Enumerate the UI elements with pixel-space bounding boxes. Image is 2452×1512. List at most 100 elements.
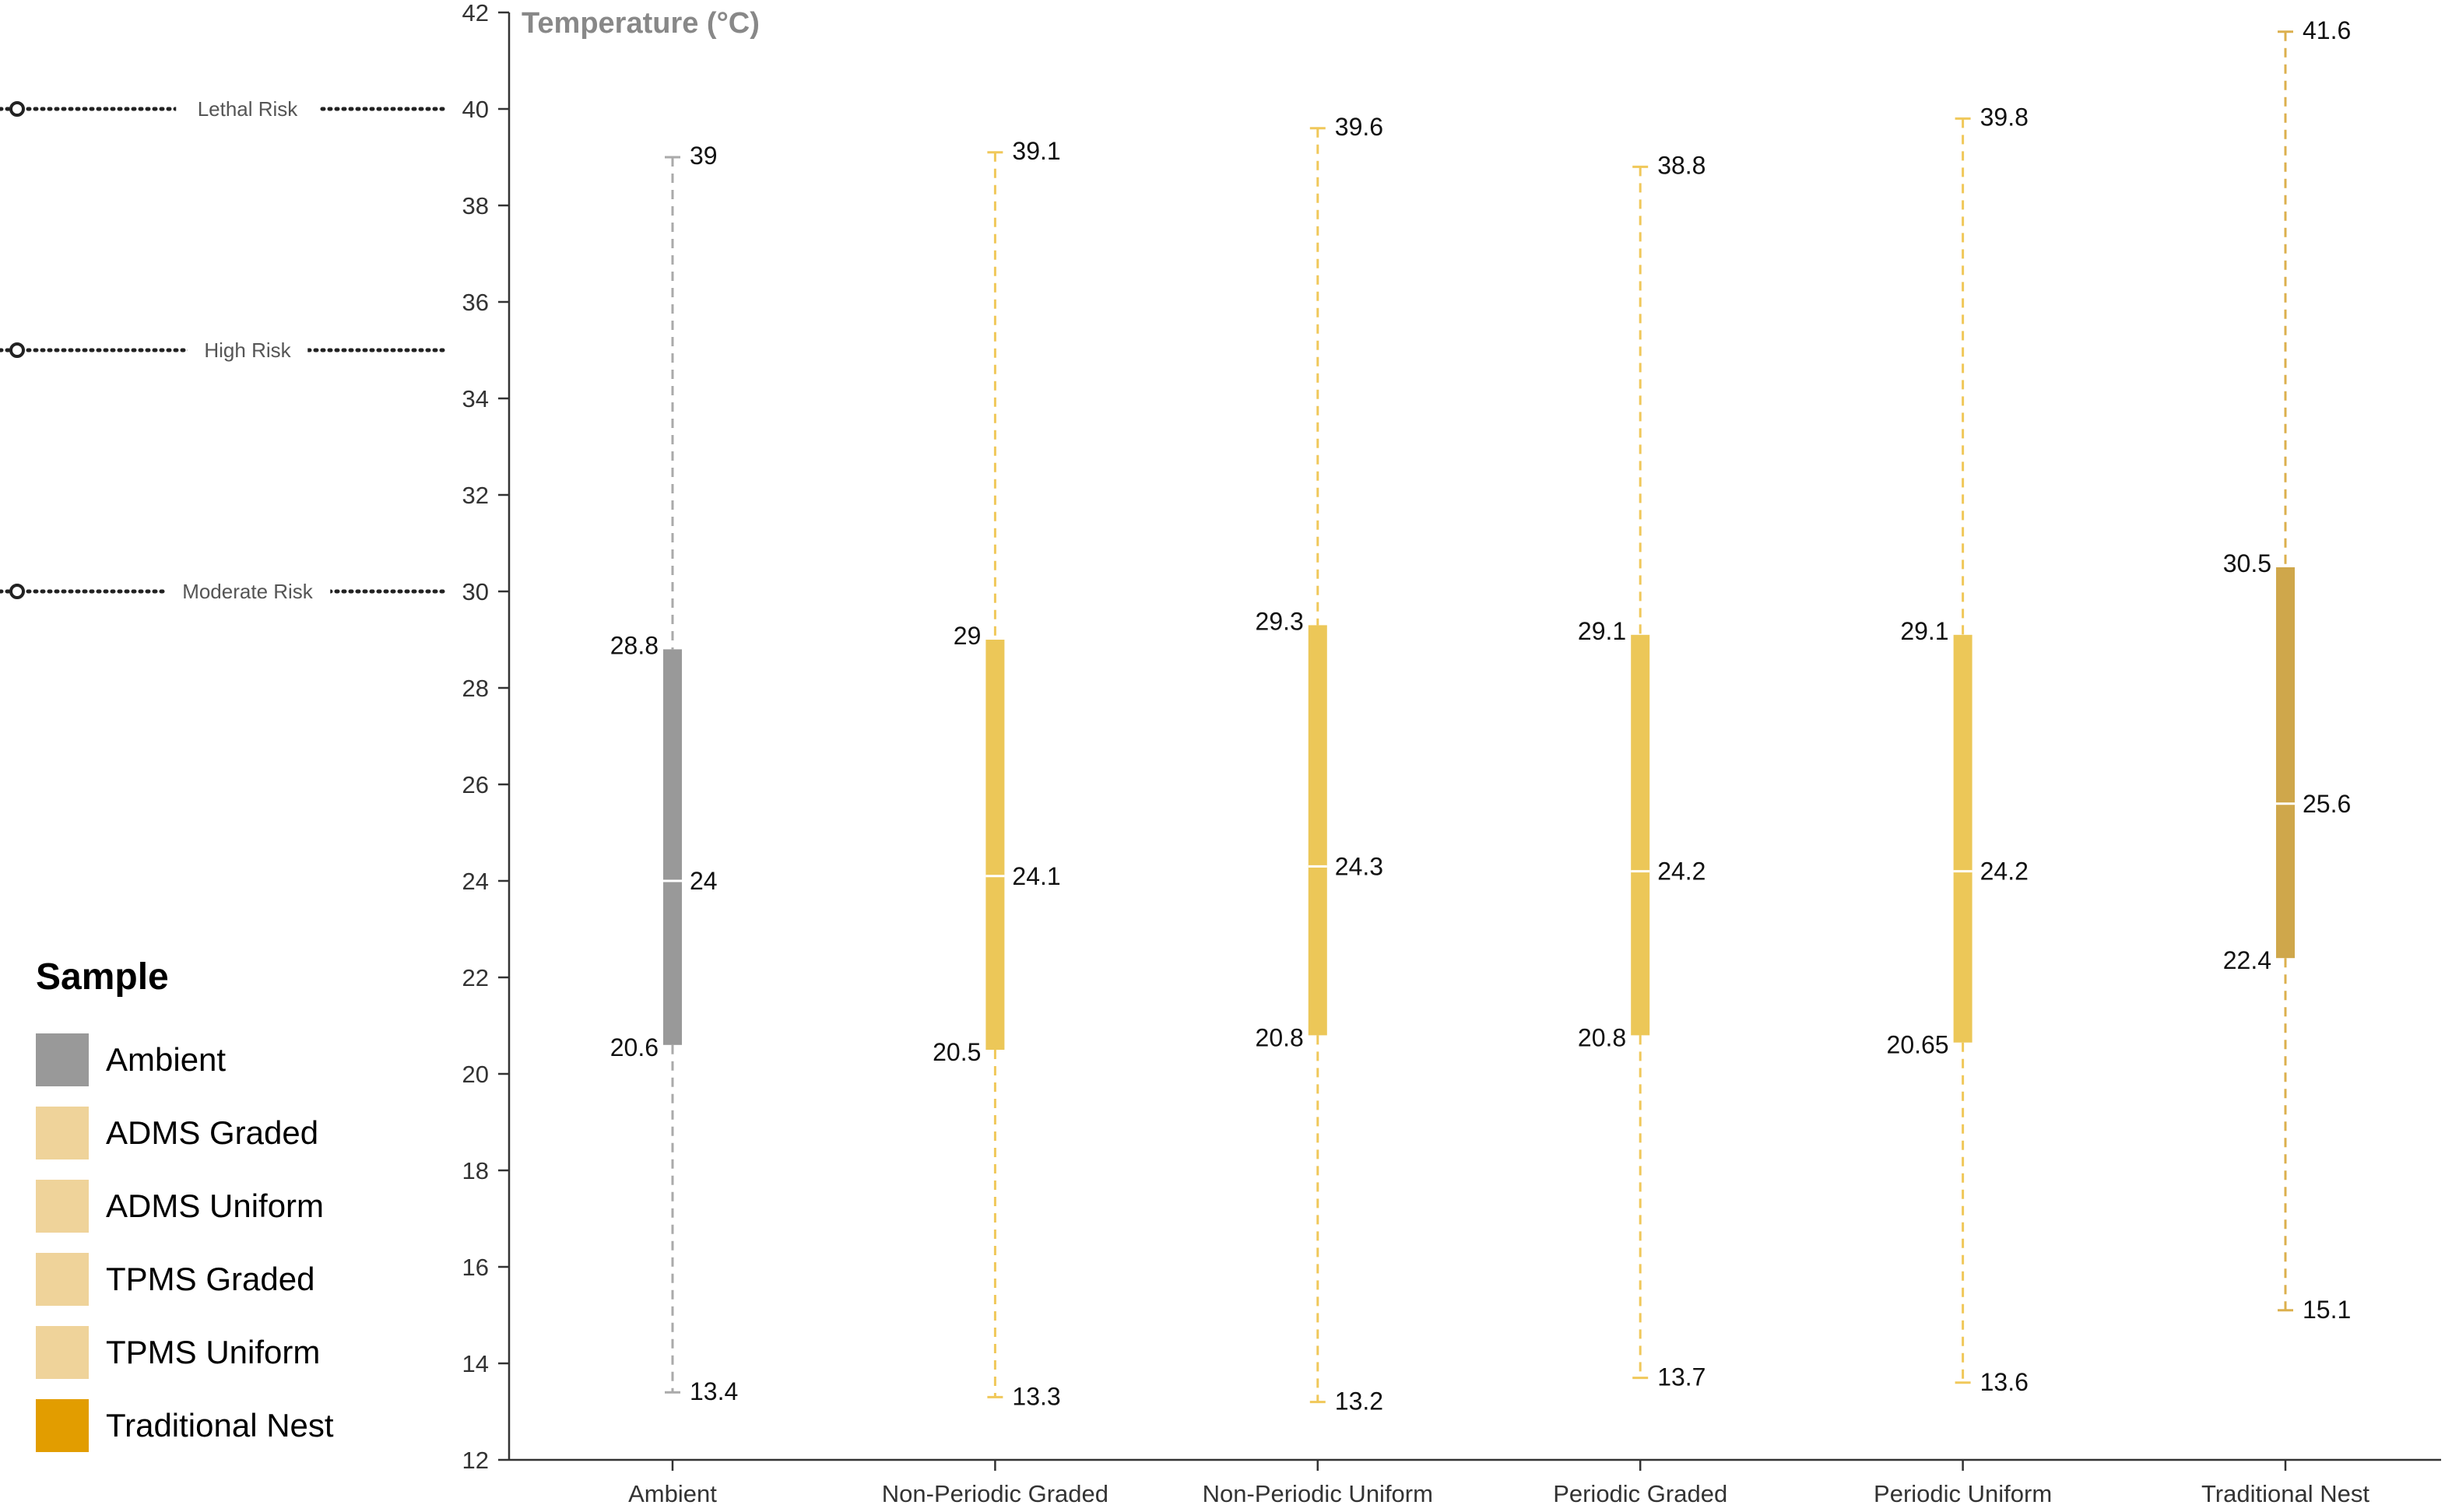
y-tick-label: 24 <box>462 868 489 895</box>
legend-items: Ambient ADMS Graded ADMS Uniform TPMS Grade… <box>36 1023 334 1462</box>
q3-label: 29.3 <box>1256 607 1304 635</box>
reference-label: Lethal Risk <box>198 97 299 121</box>
x-tick-label: Non-Periodic Uniform <box>1203 1480 1433 1507</box>
box-non-periodic-uniform: 39.6 24.3 13.2 29.3 20.8 <box>1256 113 1384 1416</box>
max-label: 41.6 <box>2303 16 2351 44</box>
max-label: 39 <box>690 142 718 170</box>
legend-swatch <box>36 1326 89 1379</box>
q1-label: 20.8 <box>1578 1023 1626 1051</box>
y-tick-label: 12 <box>462 1447 489 1474</box>
legend-label: ADMS Uniform <box>106 1187 325 1224</box>
max-label: 39.6 <box>1335 113 1383 141</box>
axis-layer: 12 14 16 18 20 22 24 26 28 30 32 34 36 38 40 42 Ambient N… <box>462 0 2441 1507</box>
median-label: 24.1 <box>1012 862 1060 890</box>
median-label: 24.3 <box>1335 852 1383 880</box>
q3-label: 29 <box>954 622 982 650</box>
max-label: 38.8 <box>1657 151 1706 179</box>
x-tick-label: Ambient <box>628 1480 717 1507</box>
q3-label: 30.5 <box>2223 549 2271 577</box>
min-label: 13.3 <box>1012 1382 1060 1410</box>
legend-item: Ambient <box>36 1023 334 1096</box>
min-label: 15.1 <box>2303 1296 2351 1324</box>
y-tick-label: 16 <box>462 1254 489 1281</box>
legend-swatch <box>36 1399 89 1452</box>
y-tick-label: 28 <box>462 675 489 702</box>
y-tick-label: 26 <box>462 771 489 798</box>
box-non-periodic-graded: 39.1 24.1 13.3 29 20.5 <box>933 137 1061 1411</box>
q1-label: 20.8 <box>1256 1023 1304 1051</box>
legend-item: ADMS Uniform <box>36 1170 334 1243</box>
box-body <box>1308 625 1327 1036</box>
reference-label: High Risk <box>204 339 291 362</box>
y-tick-label: 30 <box>462 578 489 605</box>
q1-label: 22.4 <box>2223 946 2271 974</box>
box-ambient: 39 24 13.4 28.8 20.6 <box>610 142 739 1405</box>
y-tick-label: 42 <box>462 0 489 26</box>
y-tick-label: 34 <box>462 385 489 412</box>
legend-item: TPMS Uniform <box>36 1316 334 1389</box>
x-tick-label: Periodic Graded <box>1553 1480 1727 1507</box>
q1-label: 20.5 <box>933 1038 981 1066</box>
y-tick-label: 38 <box>462 192 489 219</box>
legend-label: Traditional Nest <box>106 1407 334 1444</box>
boxes: 39 24 13.4 28.8 20.6 39.1 24.1 13.3 29 20.5 39.6 24… <box>610 16 2352 1416</box>
q1-label: 20.65 <box>1887 1031 1949 1059</box>
legend-swatch <box>36 1180 89 1233</box>
legend-swatch <box>36 1107 89 1159</box>
box-body <box>1631 634 1650 1036</box>
q1-label: 20.6 <box>610 1033 659 1061</box>
y-tick-label: 20 <box>462 1061 489 1088</box>
max-label: 39.8 <box>1980 103 2029 131</box>
y-tick-label: 40 <box>462 96 489 123</box>
x-tick-label: Traditional Nest <box>2201 1480 2369 1507</box>
q3-label: 29.1 <box>1900 617 1948 645</box>
y-tick-label: 32 <box>462 482 489 509</box>
reference-label-bg <box>176 95 319 123</box>
reference-marker <box>9 101 25 117</box>
box-body <box>1953 634 1972 1043</box>
legend-swatch <box>36 1253 89 1306</box>
min-label: 13.6 <box>1980 1368 2029 1396</box>
box-traditional-nest: 41.6 25.6 15.1 30.5 22.4 <box>2223 16 2352 1324</box>
min-label: 13.4 <box>690 1377 738 1405</box>
legend-item: ADMS Graded <box>36 1096 334 1170</box>
reference-marker <box>9 584 25 599</box>
legend-swatch <box>36 1033 89 1086</box>
median-label: 25.6 <box>2303 790 2351 818</box>
max-label: 39.1 <box>1012 137 1060 165</box>
legend-label: TPMS Graded <box>106 1261 315 1297</box>
y-tick-label: 14 <box>462 1350 489 1377</box>
median-label: 24.2 <box>1980 858 2029 886</box>
median-label: 24 <box>690 867 718 895</box>
legend-label: Ambient <box>106 1041 227 1078</box>
reference-marker <box>9 342 25 358</box>
q3-label: 28.8 <box>610 631 659 659</box>
reference-line-lethal-risk: Lethal Risk <box>0 95 446 123</box>
reference-label: Moderate Risk <box>182 580 314 603</box>
y-tick-label: 22 <box>462 964 489 991</box>
reference-label-bg <box>187 336 308 364</box>
box-body <box>985 640 1005 1050</box>
box-body <box>2276 567 2295 959</box>
x-tick-label: Non-Periodic Graded <box>882 1480 1108 1507</box>
min-label: 13.2 <box>1335 1387 1383 1416</box>
y-tick-label: 36 <box>462 289 489 316</box>
median-label: 24.2 <box>1657 858 1706 886</box>
box-periodic-graded: 38.8 24.2 13.7 29.1 20.8 <box>1578 151 1706 1391</box>
y-tick-label: 18 <box>462 1157 489 1184</box>
y-axis-label: Temperature (°C) <box>522 7 760 40</box>
legend-item: Traditional Nest <box>36 1389 334 1462</box>
box-body <box>663 649 682 1045</box>
box-periodic-uniform: 39.8 24.2 13.6 29.1 20.65 <box>1887 103 2029 1395</box>
reference-label-bg <box>164 577 331 605</box>
legend-title: Sample <box>36 956 169 998</box>
min-label: 13.7 <box>1657 1363 1706 1391</box>
reference-lines: Lethal Risk High Risk Moderate Risk <box>0 95 446 605</box>
legend: Sample Ambient ADMS Graded ADMS Uniform TPM… <box>36 956 334 1462</box>
x-tick-label: Periodic Uniform <box>1874 1480 2052 1507</box>
q3-label: 29.1 <box>1578 617 1626 645</box>
legend-item: TPMS Graded <box>36 1243 334 1316</box>
reference-line-moderate-risk: Moderate Risk <box>0 577 446 605</box>
reference-line-high-risk: High Risk <box>0 336 446 364</box>
